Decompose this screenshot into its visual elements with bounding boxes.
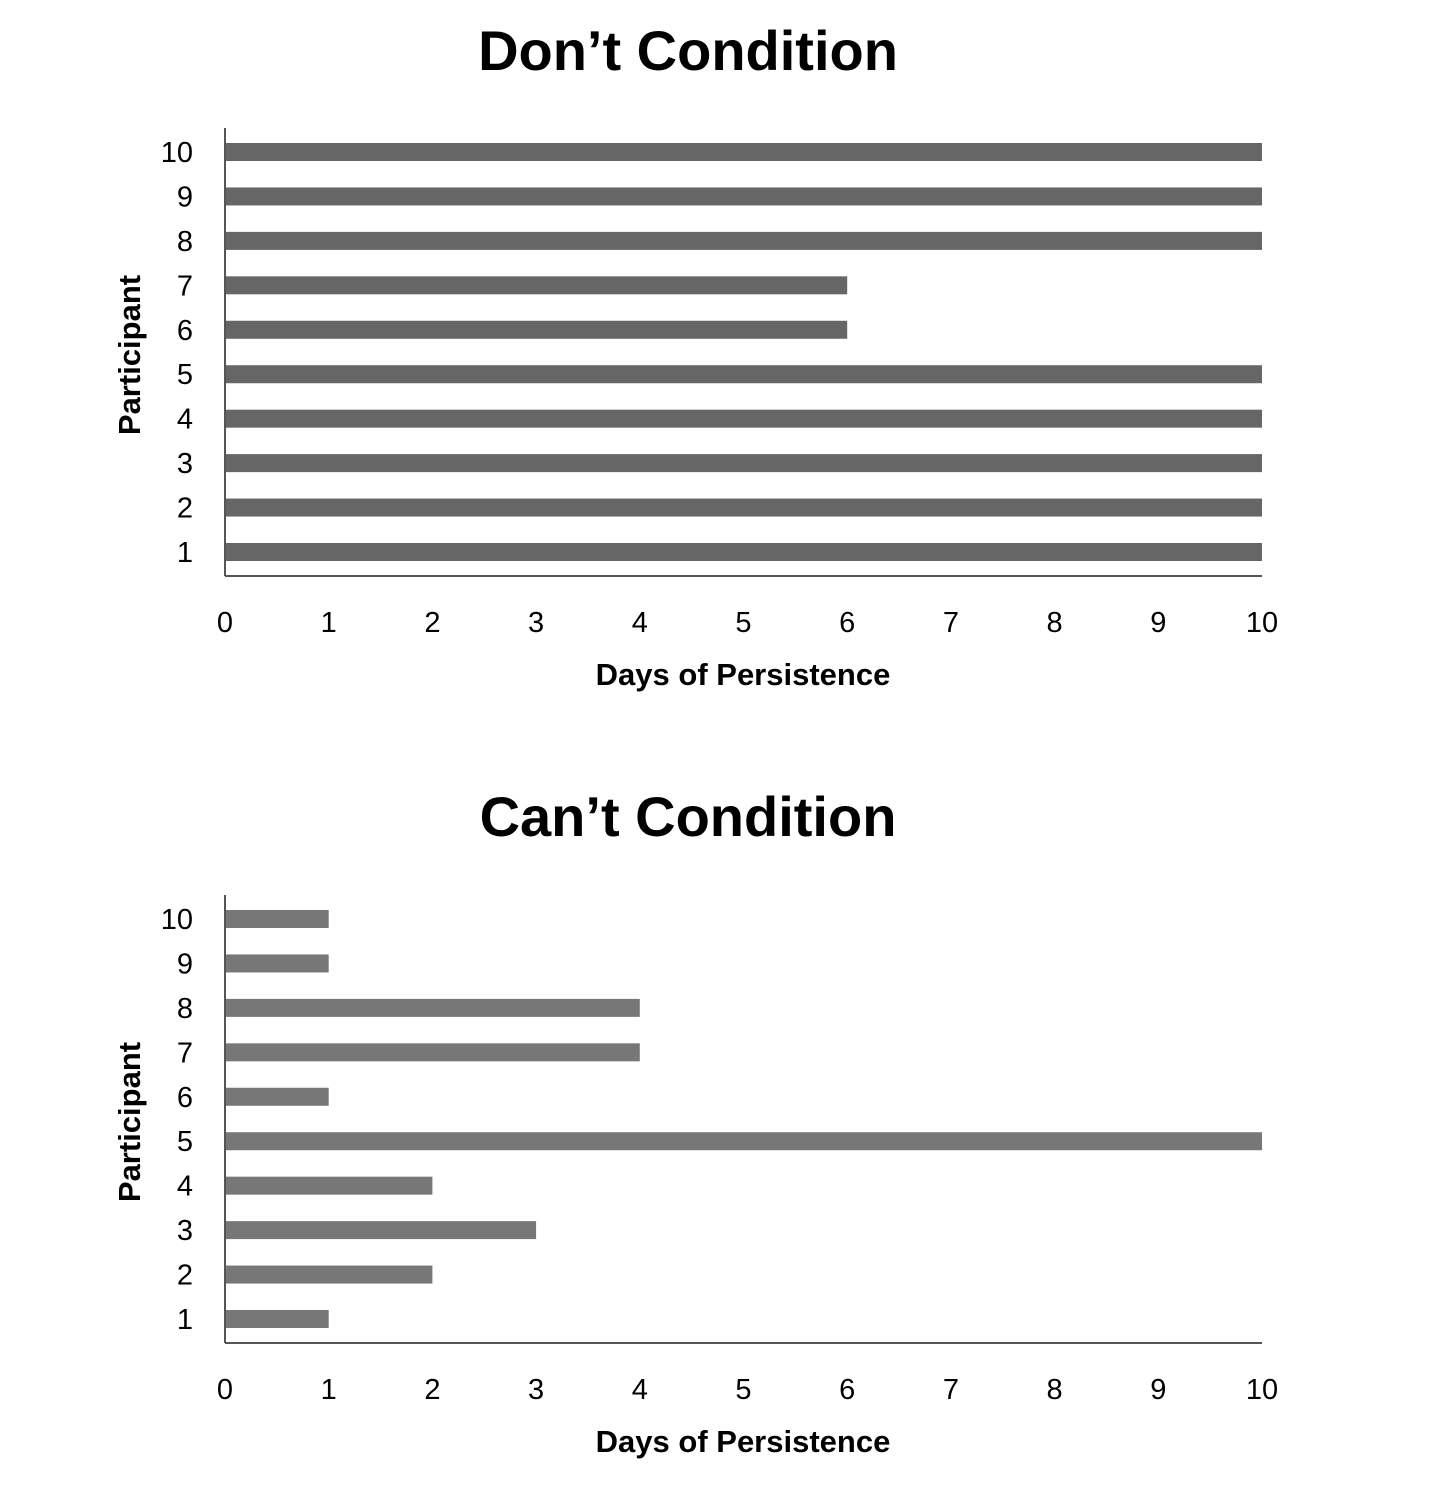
y-tick-label: 2 xyxy=(177,493,193,525)
y-tick-label: 9 xyxy=(177,948,193,980)
bar-participant-6 xyxy=(225,320,848,339)
y-tick-label: 7 xyxy=(177,1037,193,1069)
x-tick-label: 2 xyxy=(424,607,440,639)
bar-participant-9 xyxy=(225,187,1262,206)
x-tick-label: 3 xyxy=(528,1374,544,1406)
x-tick-label: 0 xyxy=(217,607,233,639)
y-tick-label: 4 xyxy=(177,404,193,436)
x-tick-label: 0 xyxy=(217,1374,233,1406)
bar-participant-6 xyxy=(225,1087,329,1106)
chart-title: Don’t Condition xyxy=(478,19,898,82)
bar-participant-1 xyxy=(225,543,1262,561)
y-tick-label: 2 xyxy=(177,1260,193,1292)
x-tick-label: 7 xyxy=(943,607,959,639)
y-tick-label: 7 xyxy=(177,270,193,302)
chart-title: Can’t Condition xyxy=(480,785,897,848)
y-tick-label: 10 xyxy=(161,904,193,936)
bar-participant-4 xyxy=(225,1176,433,1195)
y-tick-label: 5 xyxy=(177,359,193,391)
bar-participant-3 xyxy=(225,454,1262,473)
y-tick-label: 8 xyxy=(177,226,193,258)
y-tick-label: 4 xyxy=(177,1171,193,1203)
y-tick-label: 1 xyxy=(177,537,193,569)
x-tick-label: 10 xyxy=(1246,607,1278,639)
x-tick-label: 2 xyxy=(424,1374,440,1406)
y-tick-label: 3 xyxy=(177,448,193,480)
y-axis-title: Participant xyxy=(112,275,147,435)
x-tick-label: 1 xyxy=(321,1374,337,1406)
x-tick-label: 5 xyxy=(735,607,751,639)
x-tick-label: 5 xyxy=(735,1374,751,1406)
y-axis-title: Participant xyxy=(112,1042,147,1202)
y-tick-label: 1 xyxy=(177,1304,193,1336)
x-axis-title: Days of Persistence xyxy=(596,657,891,692)
bar-participant-9 xyxy=(225,954,329,973)
x-axis-title: Days of Persistence xyxy=(596,1424,891,1459)
bar-participant-2 xyxy=(225,498,1262,517)
plot-area: 1 2 3 4 5 6 7 8 9 10 0 1 2 3 4 5 6 7 8 9 10 xyxy=(161,895,1278,1406)
y-tick-label: 5 xyxy=(177,1126,193,1158)
bar-participant-10 xyxy=(225,910,329,928)
y-tick-label: 6 xyxy=(177,1082,193,1114)
bar-participant-1 xyxy=(225,1310,329,1328)
x-tick-label: 3 xyxy=(528,607,544,639)
bar-participant-5 xyxy=(225,1132,1262,1151)
y-tick-label: 6 xyxy=(177,315,193,347)
x-tick-label: 6 xyxy=(839,1374,855,1406)
bar-participant-4 xyxy=(225,409,1262,428)
x-tick-label: 9 xyxy=(1150,1374,1166,1406)
bar-participant-10 xyxy=(225,143,1262,161)
x-tick-label: 8 xyxy=(1047,1374,1063,1406)
x-tick-label: 4 xyxy=(632,607,648,639)
plot-area: 1 2 3 4 5 6 7 8 9 10 0 1 2 3 4 5 6 7 8 9 10 xyxy=(161,128,1278,639)
y-tick-label: 8 xyxy=(177,993,193,1025)
x-tick-label: 6 xyxy=(839,607,855,639)
bar-participant-8 xyxy=(225,998,640,1017)
y-tick-label: 10 xyxy=(161,137,193,169)
bar-participant-8 xyxy=(225,231,1262,250)
bar-participant-3 xyxy=(225,1221,537,1240)
bar-participant-7 xyxy=(225,276,848,295)
y-tick-label: 3 xyxy=(177,1215,193,1247)
x-tick-label: 1 xyxy=(321,607,337,639)
bar-participant-7 xyxy=(225,1043,640,1062)
x-tick-label: 4 xyxy=(632,1374,648,1406)
x-tick-label: 10 xyxy=(1246,1374,1278,1406)
y-tick-label: 9 xyxy=(177,181,193,213)
bar-participant-2 xyxy=(225,1265,433,1284)
x-tick-label: 8 xyxy=(1047,607,1063,639)
x-tick-label: 9 xyxy=(1150,607,1166,639)
bar-participant-5 xyxy=(225,365,1262,384)
x-tick-label: 7 xyxy=(943,1374,959,1406)
